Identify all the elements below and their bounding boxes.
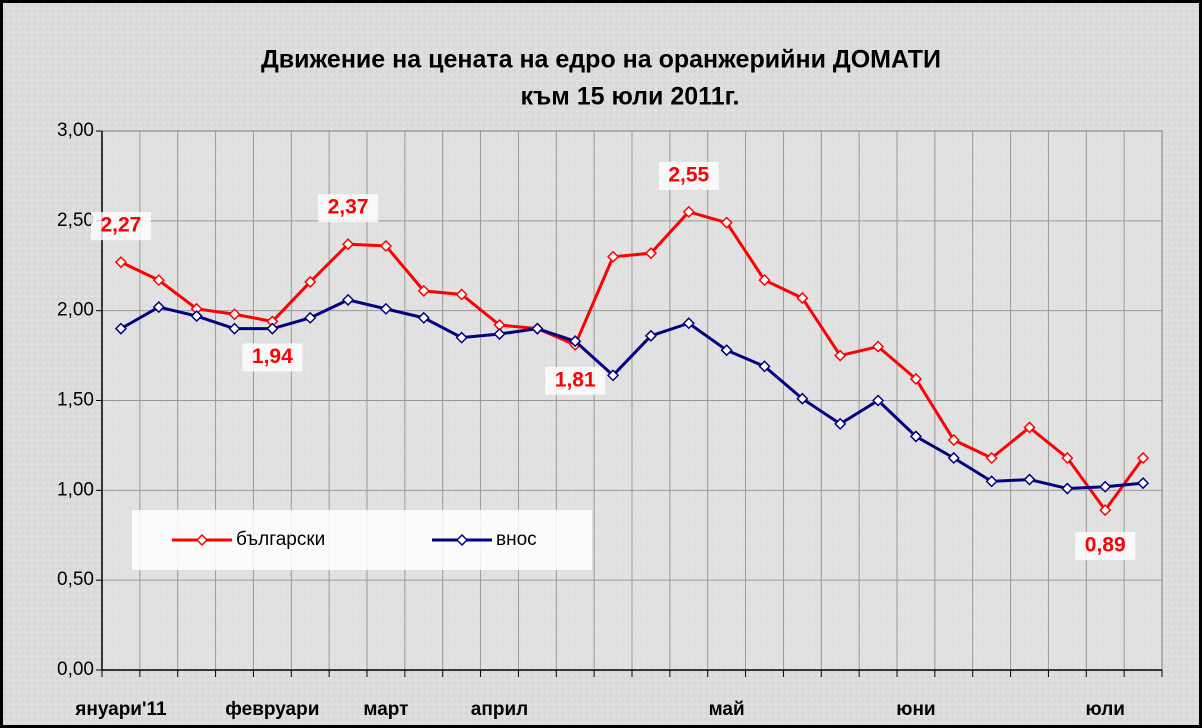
marker [1137, 477, 1150, 490]
marker [152, 301, 165, 314]
marker [758, 274, 771, 287]
y-tick-label: 2,50 [57, 210, 94, 231]
y-tick-label: 1,00 [57, 479, 94, 500]
marker [947, 451, 960, 465]
marker [342, 238, 355, 251]
marker [304, 275, 317, 288]
data-label: 0,89 [1085, 534, 1126, 557]
data-label-bg [242, 343, 303, 372]
chart-title: Движение на цената на едро на оранжерийн… [261, 46, 941, 74]
marker [834, 417, 847, 430]
data-label: 2,27 [100, 214, 141, 237]
marker [682, 317, 695, 330]
marker [228, 308, 241, 321]
x-tick-label: юни [896, 699, 935, 720]
marker [1023, 473, 1036, 486]
marker [569, 335, 582, 348]
x-tick-label: март [363, 699, 408, 720]
marker [1061, 451, 1074, 465]
x-tick-label: януари'11 [74, 699, 167, 720]
marker [417, 311, 430, 324]
data-label: 2,55 [668, 163, 709, 186]
marker [607, 369, 620, 382]
data-label-bg [1075, 532, 1136, 561]
y-tick-label: 0,50 [57, 569, 94, 590]
legend-marker [195, 533, 209, 547]
y-tick-label: 1,50 [57, 390, 94, 411]
marker [909, 372, 922, 386]
data-label: 2,37 [328, 196, 369, 219]
marker [1061, 482, 1074, 495]
marker [985, 475, 998, 488]
data-label-bg [658, 161, 719, 190]
marker [228, 322, 241, 335]
series-line [120, 210, 1145, 513]
marker [834, 349, 847, 362]
marker [644, 329, 657, 342]
marker [872, 340, 885, 353]
marker [796, 292, 809, 305]
marker [531, 322, 544, 335]
marker [644, 247, 657, 260]
data-label-bg [318, 194, 379, 223]
series-line [120, 298, 1144, 491]
data-label: 1,94 [252, 345, 293, 368]
marker [909, 430, 922, 443]
data-label: 1,81 [555, 368, 596, 391]
marker [985, 451, 998, 465]
marker [304, 311, 317, 324]
marker [1099, 480, 1112, 493]
marker [796, 392, 809, 405]
data-label-bg [90, 212, 151, 241]
marker [682, 205, 695, 218]
marker [342, 293, 355, 306]
marker [1137, 451, 1150, 465]
chart-subtitle: към 15 юли 2011г. [521, 83, 740, 111]
marker [379, 302, 392, 315]
legend-marker [455, 533, 469, 547]
legend-label: български [236, 529, 325, 550]
marker [1099, 504, 1112, 517]
marker [493, 327, 506, 341]
marker [190, 309, 203, 323]
marker [1023, 421, 1036, 434]
marker [607, 250, 620, 263]
marker [455, 288, 468, 301]
marker [152, 274, 165, 287]
marker [114, 256, 127, 269]
marker [872, 394, 885, 407]
x-tick-label: февруари [225, 699, 319, 720]
marker [114, 322, 127, 335]
marker [758, 360, 771, 373]
y-tick-label: 2,00 [57, 300, 94, 321]
y-tick-label: 0,00 [57, 659, 94, 680]
marker [720, 344, 733, 357]
x-tick-label: април [471, 699, 528, 720]
marker [417, 284, 430, 297]
x-tick-label: май [709, 699, 745, 720]
marker [947, 433, 960, 447]
y-tick-label: 3,00 [57, 120, 94, 141]
legend-label: внос [496, 529, 537, 550]
marker [455, 331, 468, 344]
marker [266, 322, 279, 335]
marker [720, 216, 733, 229]
data-label-bg [545, 366, 606, 395]
marker [379, 239, 392, 253]
x-tick-label: юли [1085, 699, 1125, 720]
